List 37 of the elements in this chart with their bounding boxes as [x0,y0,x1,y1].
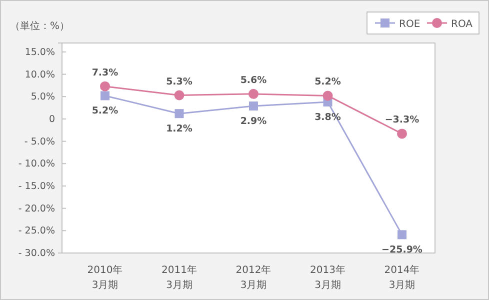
data-label: 5.2% [92,106,119,117]
point [248,88,258,99]
y-tick-label: - 10.0% [18,158,55,170]
x-tick-label: 2011年 3月期 [162,264,197,291]
y-axis-title: （単位：%） [10,20,70,32]
point [100,91,110,100]
data-label: −3.3% [384,114,420,126]
point [174,90,184,100]
y-tick-label: 5.0% [30,92,55,103]
y-tick-label: - 30.0% [18,248,55,260]
legend-label: ROA [451,19,473,30]
point [249,102,258,110]
data-label: 5.3% [166,76,193,88]
data-label: 5.6% [240,74,268,86]
y-tick-label: - 20.0% [18,203,55,214]
y-tick-label: 0 [48,114,55,125]
point [398,230,406,240]
y-tick-label: - 5.0% [24,136,55,148]
point [397,128,407,139]
x-tick-label: 2014年 3月期 [384,264,420,291]
x-tick-label: 2012年 3月期 [236,264,272,291]
data-label: 3.8% [314,112,342,123]
y-tick-label: 10.0% [24,69,55,80]
data-label: −25.9% [382,244,423,256]
legend-label: ROE [399,19,420,30]
x-tick-label: 2013年 3月期 [310,264,346,291]
point [100,81,110,92]
data-label: 1.2% [166,124,193,135]
data-label: 7.3% [92,67,119,78]
point [322,90,333,101]
data-label: 2.9% [240,116,268,127]
x-tick-label: 2010年 3月期 [87,264,123,291]
y-tick-label: 15.0% [24,46,55,58]
point [174,109,184,118]
y-tick-label: - 25.0% [18,226,55,237]
y-tick-label: - 15.0% [18,181,55,192]
data-label: 5.2% [314,76,342,88]
